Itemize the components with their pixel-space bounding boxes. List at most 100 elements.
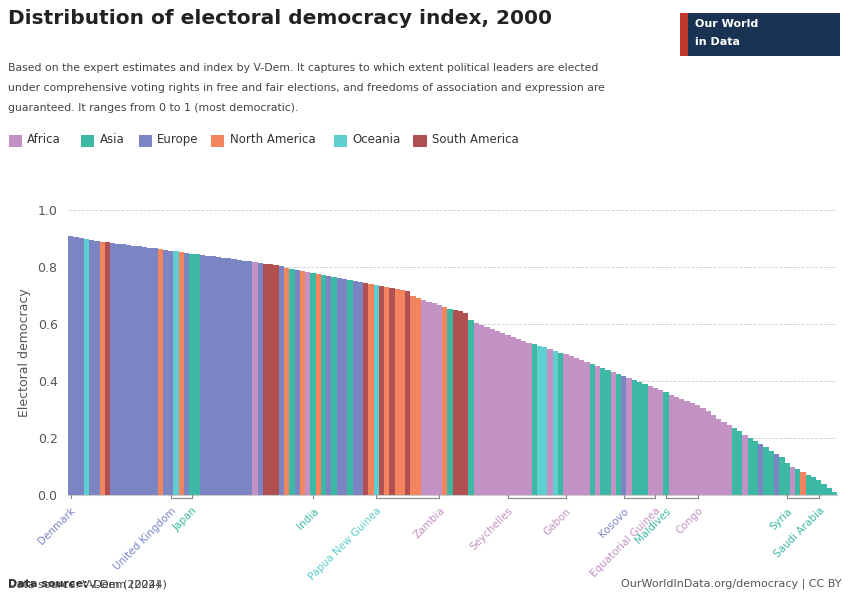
Bar (569, 356, 574, 495)
Bar (427, 302, 432, 495)
Bar (495, 331, 500, 495)
Bar (242, 261, 247, 495)
Bar (400, 290, 405, 495)
Text: Maldives: Maldives (633, 506, 673, 545)
Bar (768, 451, 774, 495)
Bar (732, 428, 737, 495)
Bar (727, 425, 732, 495)
Text: under comprehensive voting rights in free and fair elections, and freedoms of as: under comprehensive voting rights in fre… (8, 83, 605, 93)
Bar (295, 270, 300, 495)
Bar (547, 349, 552, 495)
Bar (632, 380, 637, 495)
Bar (564, 355, 569, 495)
Bar (279, 266, 284, 495)
Bar (574, 358, 579, 495)
Bar (432, 304, 437, 495)
Text: Gabon: Gabon (541, 506, 573, 537)
Text: Syria: Syria (768, 506, 794, 532)
Bar (142, 247, 147, 495)
Bar (706, 411, 711, 495)
Bar (236, 260, 242, 495)
Text: South America: South America (432, 133, 518, 146)
Bar (131, 245, 137, 495)
Text: Papua New Guinea: Papua New Guinea (307, 506, 383, 582)
Text: OurWorldInData.org/democracy | CC BY: OurWorldInData.org/democracy | CC BY (621, 578, 842, 589)
Text: United Kingdom: United Kingdom (111, 506, 178, 572)
Bar (358, 281, 363, 495)
Bar (626, 379, 632, 495)
Bar (126, 245, 131, 495)
Bar (405, 291, 411, 495)
Bar (669, 395, 674, 495)
Bar (216, 257, 221, 495)
Bar (542, 347, 547, 495)
Bar (742, 434, 748, 495)
Bar (157, 250, 163, 495)
Bar (84, 239, 89, 495)
Text: Saudi Arabia: Saudi Arabia (772, 506, 826, 560)
Bar (137, 247, 142, 495)
Bar (679, 399, 684, 495)
Bar (195, 254, 200, 495)
Bar (590, 364, 595, 495)
Bar (105, 242, 110, 495)
Bar (305, 272, 310, 495)
Text: Kosovo: Kosovo (598, 506, 631, 539)
Text: Equatorial Guinea: Equatorial Guinea (589, 506, 662, 579)
Y-axis label: Electoral democracy: Electoral democracy (18, 288, 31, 417)
Bar (616, 374, 621, 495)
Bar (758, 444, 763, 495)
Bar (300, 271, 305, 495)
Bar (452, 310, 458, 495)
Bar (163, 250, 168, 495)
Text: Congo: Congo (674, 506, 705, 536)
Bar (537, 346, 542, 495)
Bar (511, 337, 516, 495)
Bar (689, 403, 695, 495)
Bar (621, 376, 626, 495)
Bar (178, 252, 184, 495)
Bar (73, 237, 78, 495)
Bar (348, 280, 353, 495)
Bar (763, 448, 768, 495)
Bar (790, 467, 795, 495)
Bar (394, 289, 400, 495)
Bar (600, 368, 605, 495)
Bar (263, 263, 269, 495)
Bar (753, 441, 758, 495)
Bar (637, 382, 643, 495)
Bar (416, 298, 421, 495)
Bar (363, 283, 368, 495)
Bar (342, 278, 348, 495)
Bar (648, 386, 653, 495)
Bar (674, 397, 679, 495)
Text: Denmark: Denmark (37, 506, 77, 547)
Bar (258, 263, 263, 495)
Bar (269, 265, 274, 495)
Bar (337, 278, 342, 495)
Bar (78, 238, 84, 495)
Bar (821, 484, 827, 495)
Bar (190, 254, 195, 495)
Bar (368, 284, 374, 495)
Text: India: India (295, 506, 320, 531)
Bar (447, 308, 452, 495)
Bar (479, 325, 484, 495)
Text: Africa: Africa (27, 133, 61, 146)
Bar (205, 256, 210, 495)
Bar (832, 491, 837, 495)
Text: Distribution of electoral democracy index, 2000: Distribution of electoral democracy inde… (8, 9, 552, 28)
Bar (210, 256, 216, 495)
Text: Seychelles: Seychelles (468, 506, 515, 552)
Bar (748, 438, 753, 495)
Bar (473, 323, 479, 495)
Bar (722, 422, 727, 495)
Text: Our World: Our World (695, 19, 758, 29)
Bar (221, 258, 226, 495)
Bar (643, 385, 648, 495)
Bar (147, 248, 152, 495)
Bar (374, 284, 379, 495)
Bar (411, 296, 416, 495)
Bar (184, 253, 190, 495)
Bar (711, 415, 716, 495)
